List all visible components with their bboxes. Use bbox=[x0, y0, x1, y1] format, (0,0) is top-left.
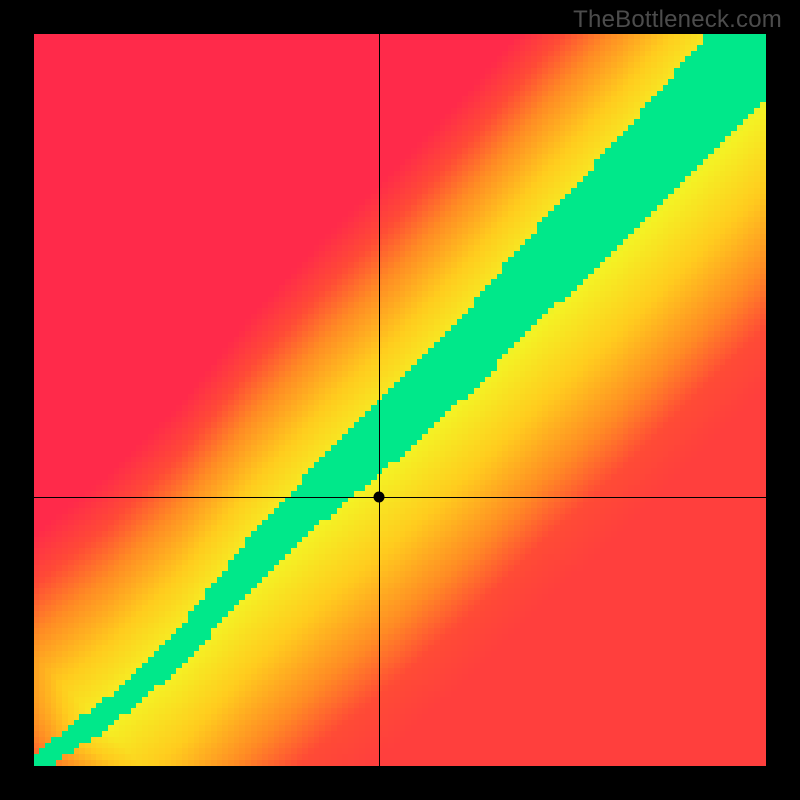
heatmap-canvas bbox=[34, 34, 766, 766]
crosshair-vertical bbox=[379, 34, 380, 766]
crosshair-point bbox=[373, 491, 384, 502]
watermark-text: TheBottleneck.com bbox=[573, 6, 782, 34]
crosshair-horizontal bbox=[34, 497, 766, 498]
chart-root: TheBottleneck.com bbox=[0, 0, 800, 800]
plot-area bbox=[34, 34, 766, 766]
